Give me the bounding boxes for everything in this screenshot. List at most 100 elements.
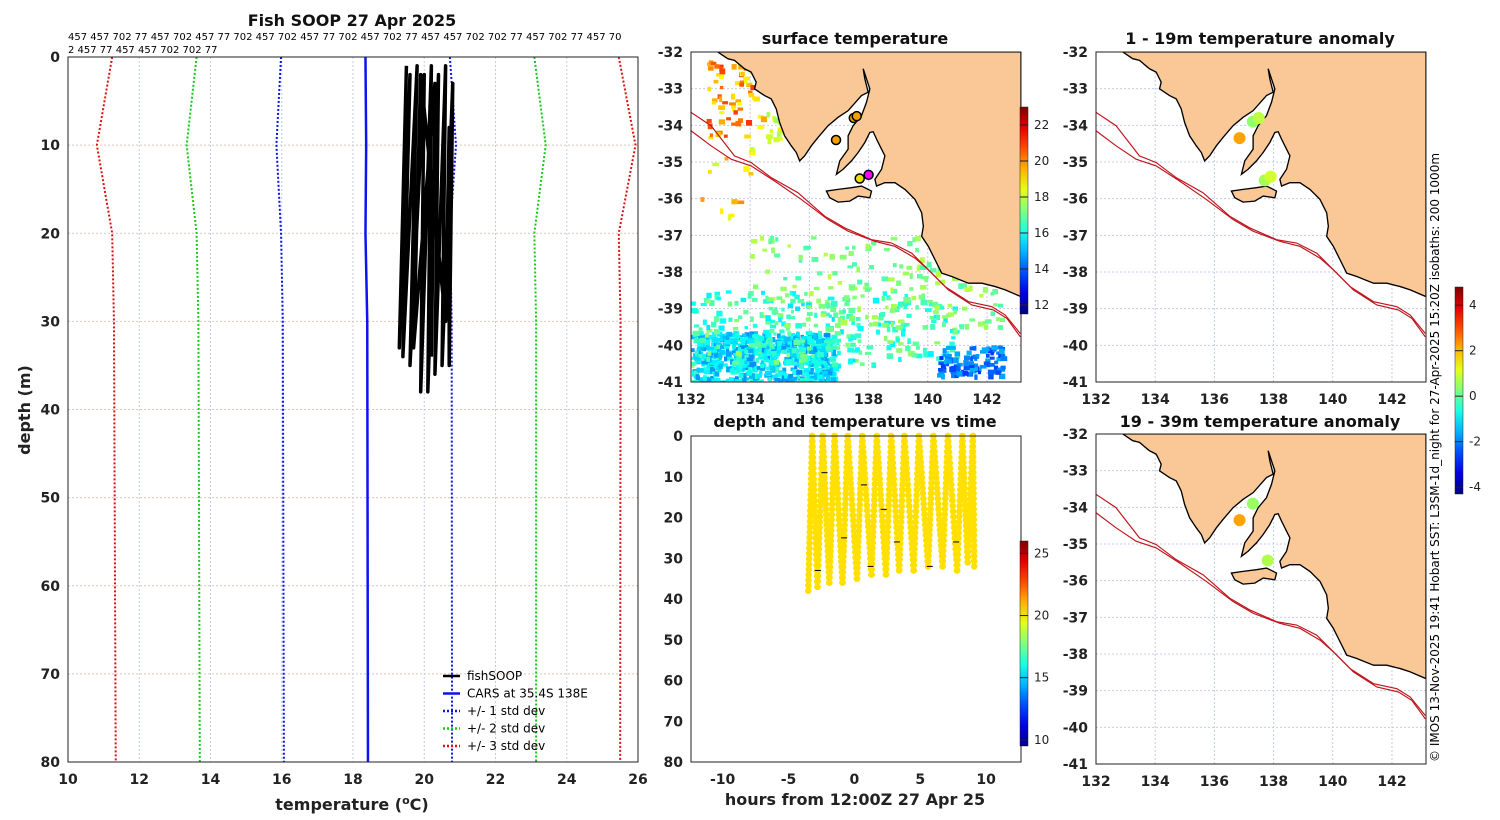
track-point — [863, 501, 871, 509]
sst-pixel — [816, 345, 822, 350]
track-point — [970, 557, 978, 565]
track-point — [904, 486, 912, 494]
legend-label: +/- 2 std dev — [467, 722, 545, 736]
sst-pixel — [882, 322, 889, 328]
sst-pixel — [947, 312, 955, 317]
sst-pixel — [940, 363, 946, 370]
sst-pixel — [938, 367, 944, 372]
sst-pixel — [790, 298, 796, 304]
track-point — [897, 529, 904, 537]
colorbar-tick-label: 20 — [1034, 609, 1049, 623]
sst-pixel — [719, 318, 727, 324]
track-point — [816, 513, 824, 521]
track-point — [869, 539, 876, 546]
track-point — [925, 537, 933, 544]
sst-pixel — [744, 335, 749, 341]
track-point — [931, 448, 938, 455]
track-point — [948, 491, 956, 499]
sst-pixel — [831, 362, 839, 368]
track-point — [810, 481, 818, 488]
sst-pixel — [903, 303, 908, 310]
sst-pixel — [713, 328, 721, 335]
track-point — [816, 508, 824, 515]
track-point — [891, 497, 899, 504]
track-point — [884, 533, 891, 541]
sst-pixel — [878, 322, 882, 327]
sst-pixel — [827, 337, 831, 341]
track-point — [917, 458, 925, 466]
sst-pixel — [949, 366, 956, 373]
sst-pixel — [876, 329, 881, 335]
sst-pixel — [789, 290, 793, 296]
sst-pixel — [746, 370, 752, 376]
sst-pixel — [893, 308, 900, 313]
sst-pixel — [977, 321, 983, 327]
sst-pixel — [772, 380, 778, 382]
anomaly-colorbar — [1454, 286, 1464, 495]
cars-mean-line — [364, 56, 370, 763]
geography — [1096, 52, 1426, 338]
y-tick-label: 0 — [50, 50, 60, 66]
sst-pixel — [830, 306, 837, 313]
track-point — [868, 549, 876, 557]
sst-pixel — [851, 320, 855, 326]
sst-pixel — [738, 373, 744, 379]
track-point — [828, 511, 836, 518]
sst-pixel — [737, 101, 742, 106]
sst-pixel — [829, 326, 834, 333]
sst-pixel — [750, 84, 756, 91]
sst-pixel — [707, 86, 712, 92]
lat-tick-label: -32 — [1063, 45, 1088, 61]
sst-pixel — [747, 293, 752, 299]
track-point — [925, 542, 933, 549]
track-point — [859, 443, 867, 450]
track-point — [945, 443, 952, 451]
sst-pixel — [706, 324, 711, 330]
track-point — [846, 464, 854, 471]
sst-pixel — [930, 324, 936, 330]
y-tick-label: 20 — [664, 511, 684, 527]
sst-pixel — [988, 374, 994, 380]
track-point — [806, 512, 814, 520]
track-point — [834, 495, 842, 503]
sst-pixel — [740, 341, 746, 347]
station-marker — [830, 134, 842, 146]
track-point — [926, 516, 934, 523]
sst-pixel — [759, 343, 767, 348]
sst-pixel — [723, 356, 728, 362]
sst-pixel — [961, 306, 968, 311]
sst-pixel — [820, 313, 827, 318]
sst-pixel — [763, 299, 770, 304]
track-point — [811, 518, 819, 526]
track-point — [912, 502, 920, 510]
sst-pixel — [718, 73, 725, 79]
track-point — [805, 560, 813, 568]
sst-pixel — [707, 62, 714, 67]
track-point — [905, 502, 913, 510]
sst-pixel — [746, 82, 753, 88]
track-point — [940, 537, 947, 544]
track-point — [820, 464, 828, 471]
sst-pixel — [776, 372, 782, 378]
sst-pixel — [833, 312, 839, 318]
sst-pixel — [700, 302, 707, 307]
sst-pixel — [898, 301, 902, 306]
track-point — [876, 480, 884, 488]
sst-pixel — [813, 286, 820, 291]
sst-pixel — [732, 343, 737, 349]
track-point — [970, 563, 978, 570]
lat-tick-label: -40 — [1063, 338, 1089, 354]
sst-pixel — [823, 361, 827, 366]
lat-tick-label: -36 — [1063, 192, 1088, 208]
sst-pixel — [801, 336, 808, 340]
sst-pixel — [803, 369, 809, 373]
track-point — [965, 543, 972, 550]
sst-pixel — [963, 355, 971, 361]
sst-pixel — [785, 378, 789, 382]
sst-pixel — [827, 274, 832, 280]
track-point — [970, 516, 978, 523]
track-point — [892, 513, 900, 520]
sst-pixel — [714, 64, 720, 69]
x-tick-label: -5 — [781, 772, 797, 788]
sst-pixel — [787, 331, 792, 336]
